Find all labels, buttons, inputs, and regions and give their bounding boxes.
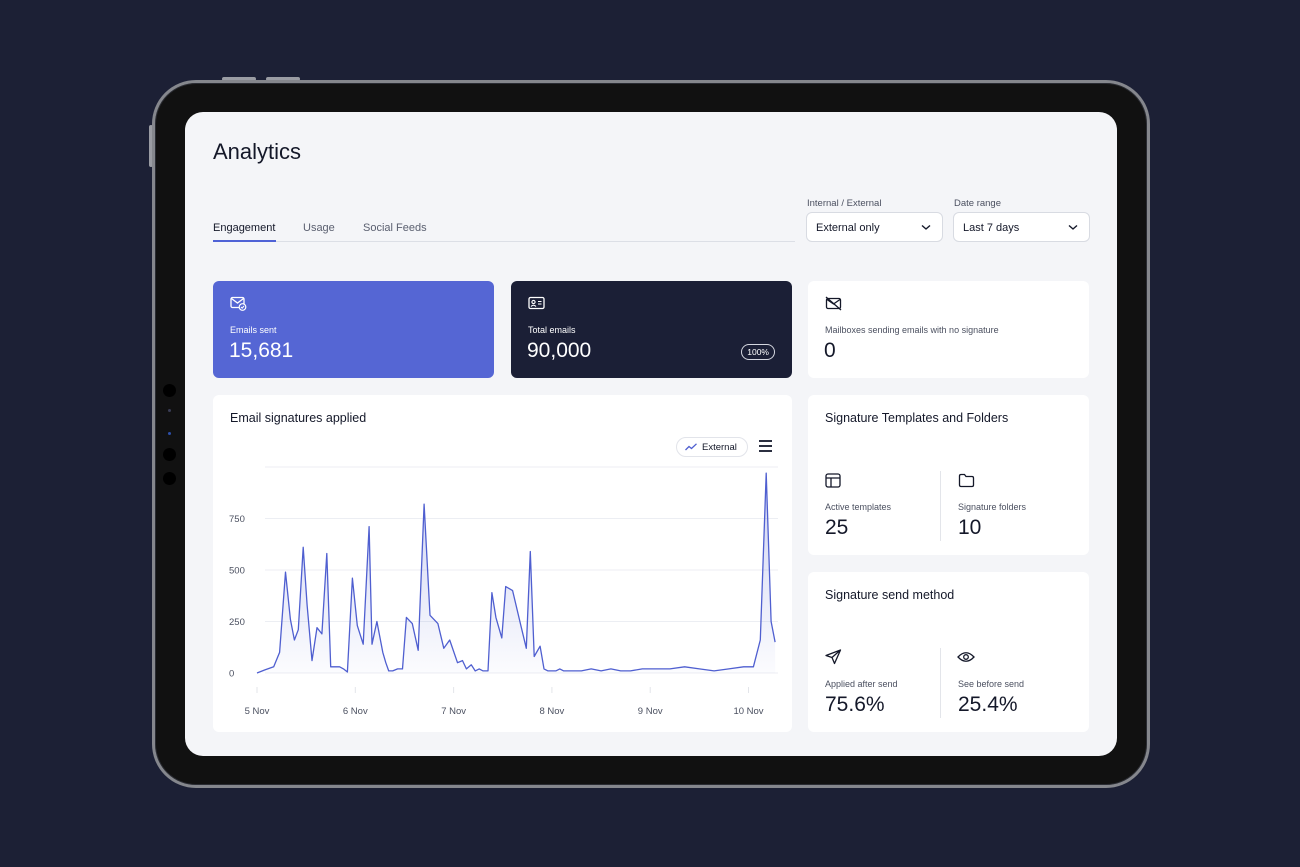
active-templates-label: Active templates [825,502,892,512]
active-tab-indicator [213,240,276,242]
tab-social-feeds[interactable]: Social Feeds [363,222,427,234]
date-range-label: Date range [954,198,1002,209]
stat-divider [940,648,941,718]
folder-icon [958,473,975,488]
emails-sent-value: 15,681 [229,339,294,362]
emails-sent-card: Emails sent 15,681 [213,281,494,378]
tab-bar: Engagement Usage Social Feeds [213,220,795,242]
x-tick-label: 8 Nov [539,706,564,717]
after-send-label: Applied after send [825,679,898,689]
menu-icon [759,450,772,452]
templates-folders-card: Signature Templates and Folders Active t… [808,395,1089,555]
series-area [257,473,776,673]
emails-sent-label: Emails sent [230,325,277,335]
contact-card-icon [528,296,545,310]
signatures-chart-card: Email signatures applied External 0 250 50… [213,395,792,732]
send-method-card: Signature send method Applied after send… [808,572,1089,732]
menu-icon [759,440,772,442]
no-signature-card: Mailboxes sending emails with no signatu… [808,281,1089,378]
scope-select[interactable]: External only [806,212,943,242]
template-icon [825,473,841,488]
tablet-volume-button [266,77,300,81]
y-tick-label: 0 [229,669,234,680]
after-send-value: 75.6% [825,693,885,716]
x-tick-label: 5 Nov [245,706,270,717]
scope-filter-label: Internal / External [807,198,882,209]
chevron-down-icon [1068,224,1078,230]
tablet-camera [168,432,171,435]
tablet-sensor [163,448,176,461]
tablet-sensor [163,384,176,397]
mail-off-icon [825,296,842,311]
no-signature-label: Mailboxes sending emails with no signatu… [825,325,999,335]
x-tick-label: 7 Nov [441,706,466,717]
no-signature-value: 0 [824,339,836,362]
y-tick-label: 750 [229,514,245,525]
trend-line-icon [685,443,697,451]
active-templates-value: 25 [825,516,849,539]
tablet-sensor [168,409,171,412]
templates-card-title: Signature Templates and Folders [825,411,1009,425]
tablet-volume-button [222,77,256,81]
signatures-area-chart: 0 250 500 750 5 Nov 6 Nov 7 Nov 8 Nov 9 Nov 10 No… [229,466,778,717]
send-icon [825,649,842,665]
chart-title: Email signatures applied [230,411,367,425]
eye-icon [957,652,975,662]
tab-usage[interactable]: Usage [303,222,335,234]
tablet-power-button [149,125,153,167]
signature-folders-label: Signature folders [958,502,1027,512]
x-tick-label: 10 Nov [733,706,763,717]
total-emails-value: 90,000 [527,339,592,362]
total-emails-badge: 100% [741,344,775,360]
chart-menu-button[interactable] [759,440,773,452]
legend-external-label: External [702,442,737,453]
total-emails-card: Total emails 90,000 100% [511,281,792,378]
tab-engagement[interactable]: Engagement [213,222,276,234]
date-range-select[interactable]: Last 7 days [953,212,1090,242]
y-tick-label: 500 [229,566,245,577]
mail-check-icon [230,296,247,311]
x-tick-label: 9 Nov [638,706,663,717]
chevron-down-icon [921,224,931,230]
page-title: Analytics [213,139,302,164]
tablet-sensor [163,472,176,485]
scope-select-value: External only [816,222,880,234]
analytics-screen: Analytics Engagement Usage Social Feeds … [185,112,1117,756]
series-line [256,472,776,674]
legend-external[interactable]: External [676,437,748,457]
x-tick-label: 6 Nov [343,706,368,717]
total-emails-label: Total emails [528,325,576,335]
before-send-label: See before send [958,679,1025,689]
signature-folders-value: 10 [958,516,982,539]
date-range-value: Last 7 days [963,222,1020,234]
send-method-title: Signature send method [825,588,955,602]
menu-icon [759,445,772,447]
before-send-value: 25.4% [958,693,1018,716]
y-tick-label: 250 [229,617,245,628]
stat-divider [940,471,941,541]
